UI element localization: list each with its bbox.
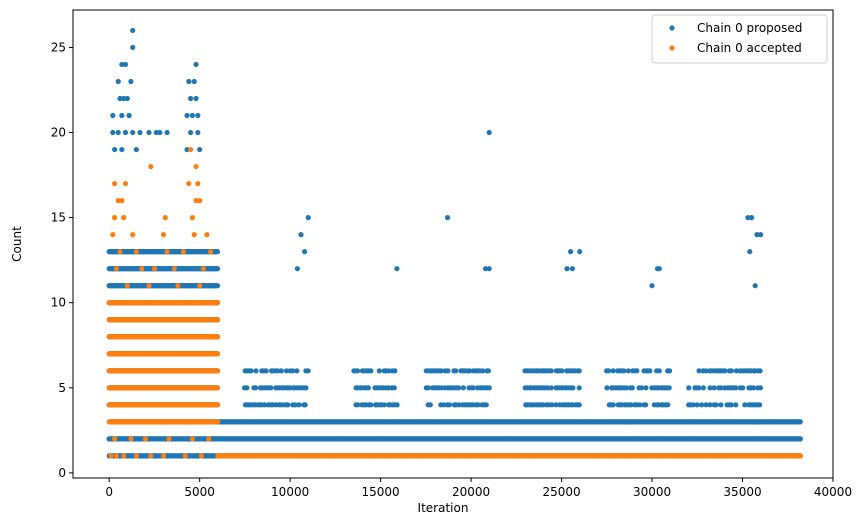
proposed-point [214,249,221,255]
proposed-point [214,266,221,272]
points-layer [106,27,803,459]
proposed-point [797,436,803,442]
proposed-point [214,283,221,289]
